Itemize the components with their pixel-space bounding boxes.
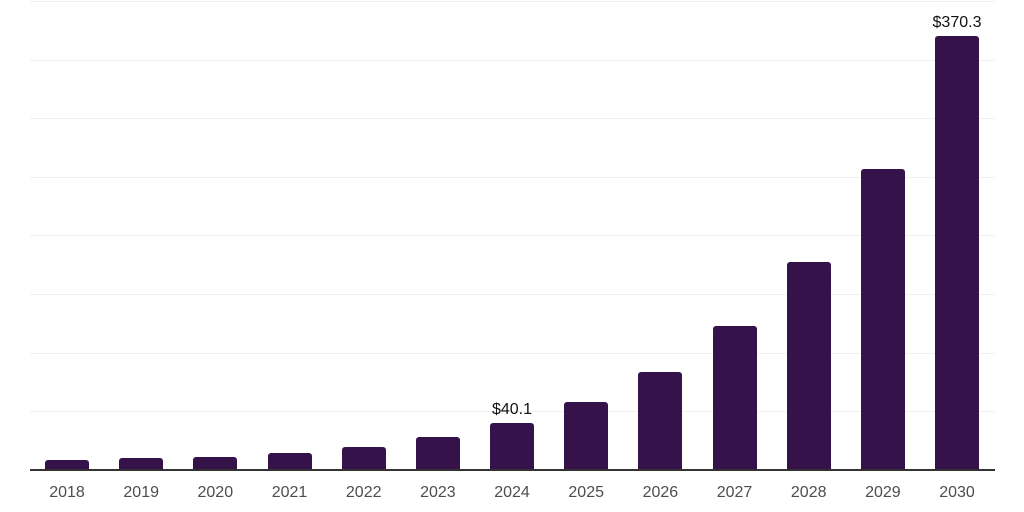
- gridline-100: [30, 353, 995, 354]
- x-tick-label-2019: 2019: [123, 484, 159, 501]
- x-tick-label-2030: 2030: [939, 484, 975, 501]
- bar-2024: [490, 423, 534, 470]
- gridline-50: [30, 411, 995, 412]
- gridline-200: [30, 235, 995, 236]
- bar-2027: [712, 325, 757, 470]
- x-axis-line: [30, 469, 995, 471]
- x-tick-label-2024: 2024: [494, 484, 530, 501]
- bar-2022: [341, 447, 386, 470]
- bar-2029: [860, 168, 905, 470]
- x-tick-label-2025: 2025: [568, 484, 604, 501]
- bar-2018: [45, 460, 89, 470]
- gridline-400: [30, 1, 995, 2]
- bar-2025: [564, 401, 609, 470]
- x-tick-label-2029: 2029: [865, 484, 901, 501]
- bar-2023: [415, 436, 460, 470]
- value-label-2030: $370.3: [932, 13, 982, 31]
- gridline-350: [30, 60, 995, 61]
- x-tick-label-2027: 2027: [716, 484, 753, 501]
- bar-2019: [119, 457, 164, 470]
- bar-2028: [786, 261, 831, 470]
- bar-2030: [935, 35, 979, 470]
- value-label-2024: $40.1: [491, 401, 533, 418]
- bar-2026: [638, 372, 683, 470]
- gridline-250: [30, 177, 995, 178]
- x-tick-label-2021: 2021: [271, 484, 308, 501]
- x-tick-label-2020: 2020: [197, 484, 234, 501]
- x-tick-label-2026: 2026: [642, 484, 679, 501]
- bar-2021: [267, 452, 312, 470]
- x-tick-label-2028: 2028: [790, 484, 827, 501]
- x-tick-label-2018: 2018: [49, 484, 85, 501]
- gridline-300: [30, 118, 995, 119]
- gridline-150: [30, 294, 995, 295]
- bar-2020: [193, 456, 238, 470]
- x-tick-label-2023: 2023: [420, 484, 456, 501]
- x-tick-label-2022: 2022: [345, 484, 382, 501]
